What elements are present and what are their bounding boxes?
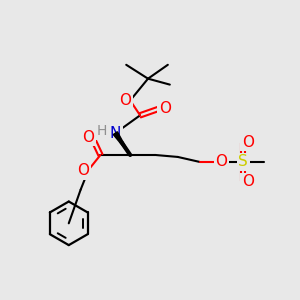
Polygon shape [113,132,130,155]
Text: H: H [96,124,106,138]
Text: O: O [159,101,171,116]
Text: O: O [242,135,254,150]
Text: N: N [110,126,121,141]
Text: O: O [82,130,94,145]
Text: S: S [238,154,248,169]
Text: O: O [78,163,90,178]
Text: O: O [119,93,131,108]
Text: O: O [215,154,227,169]
Text: O: O [242,174,254,189]
